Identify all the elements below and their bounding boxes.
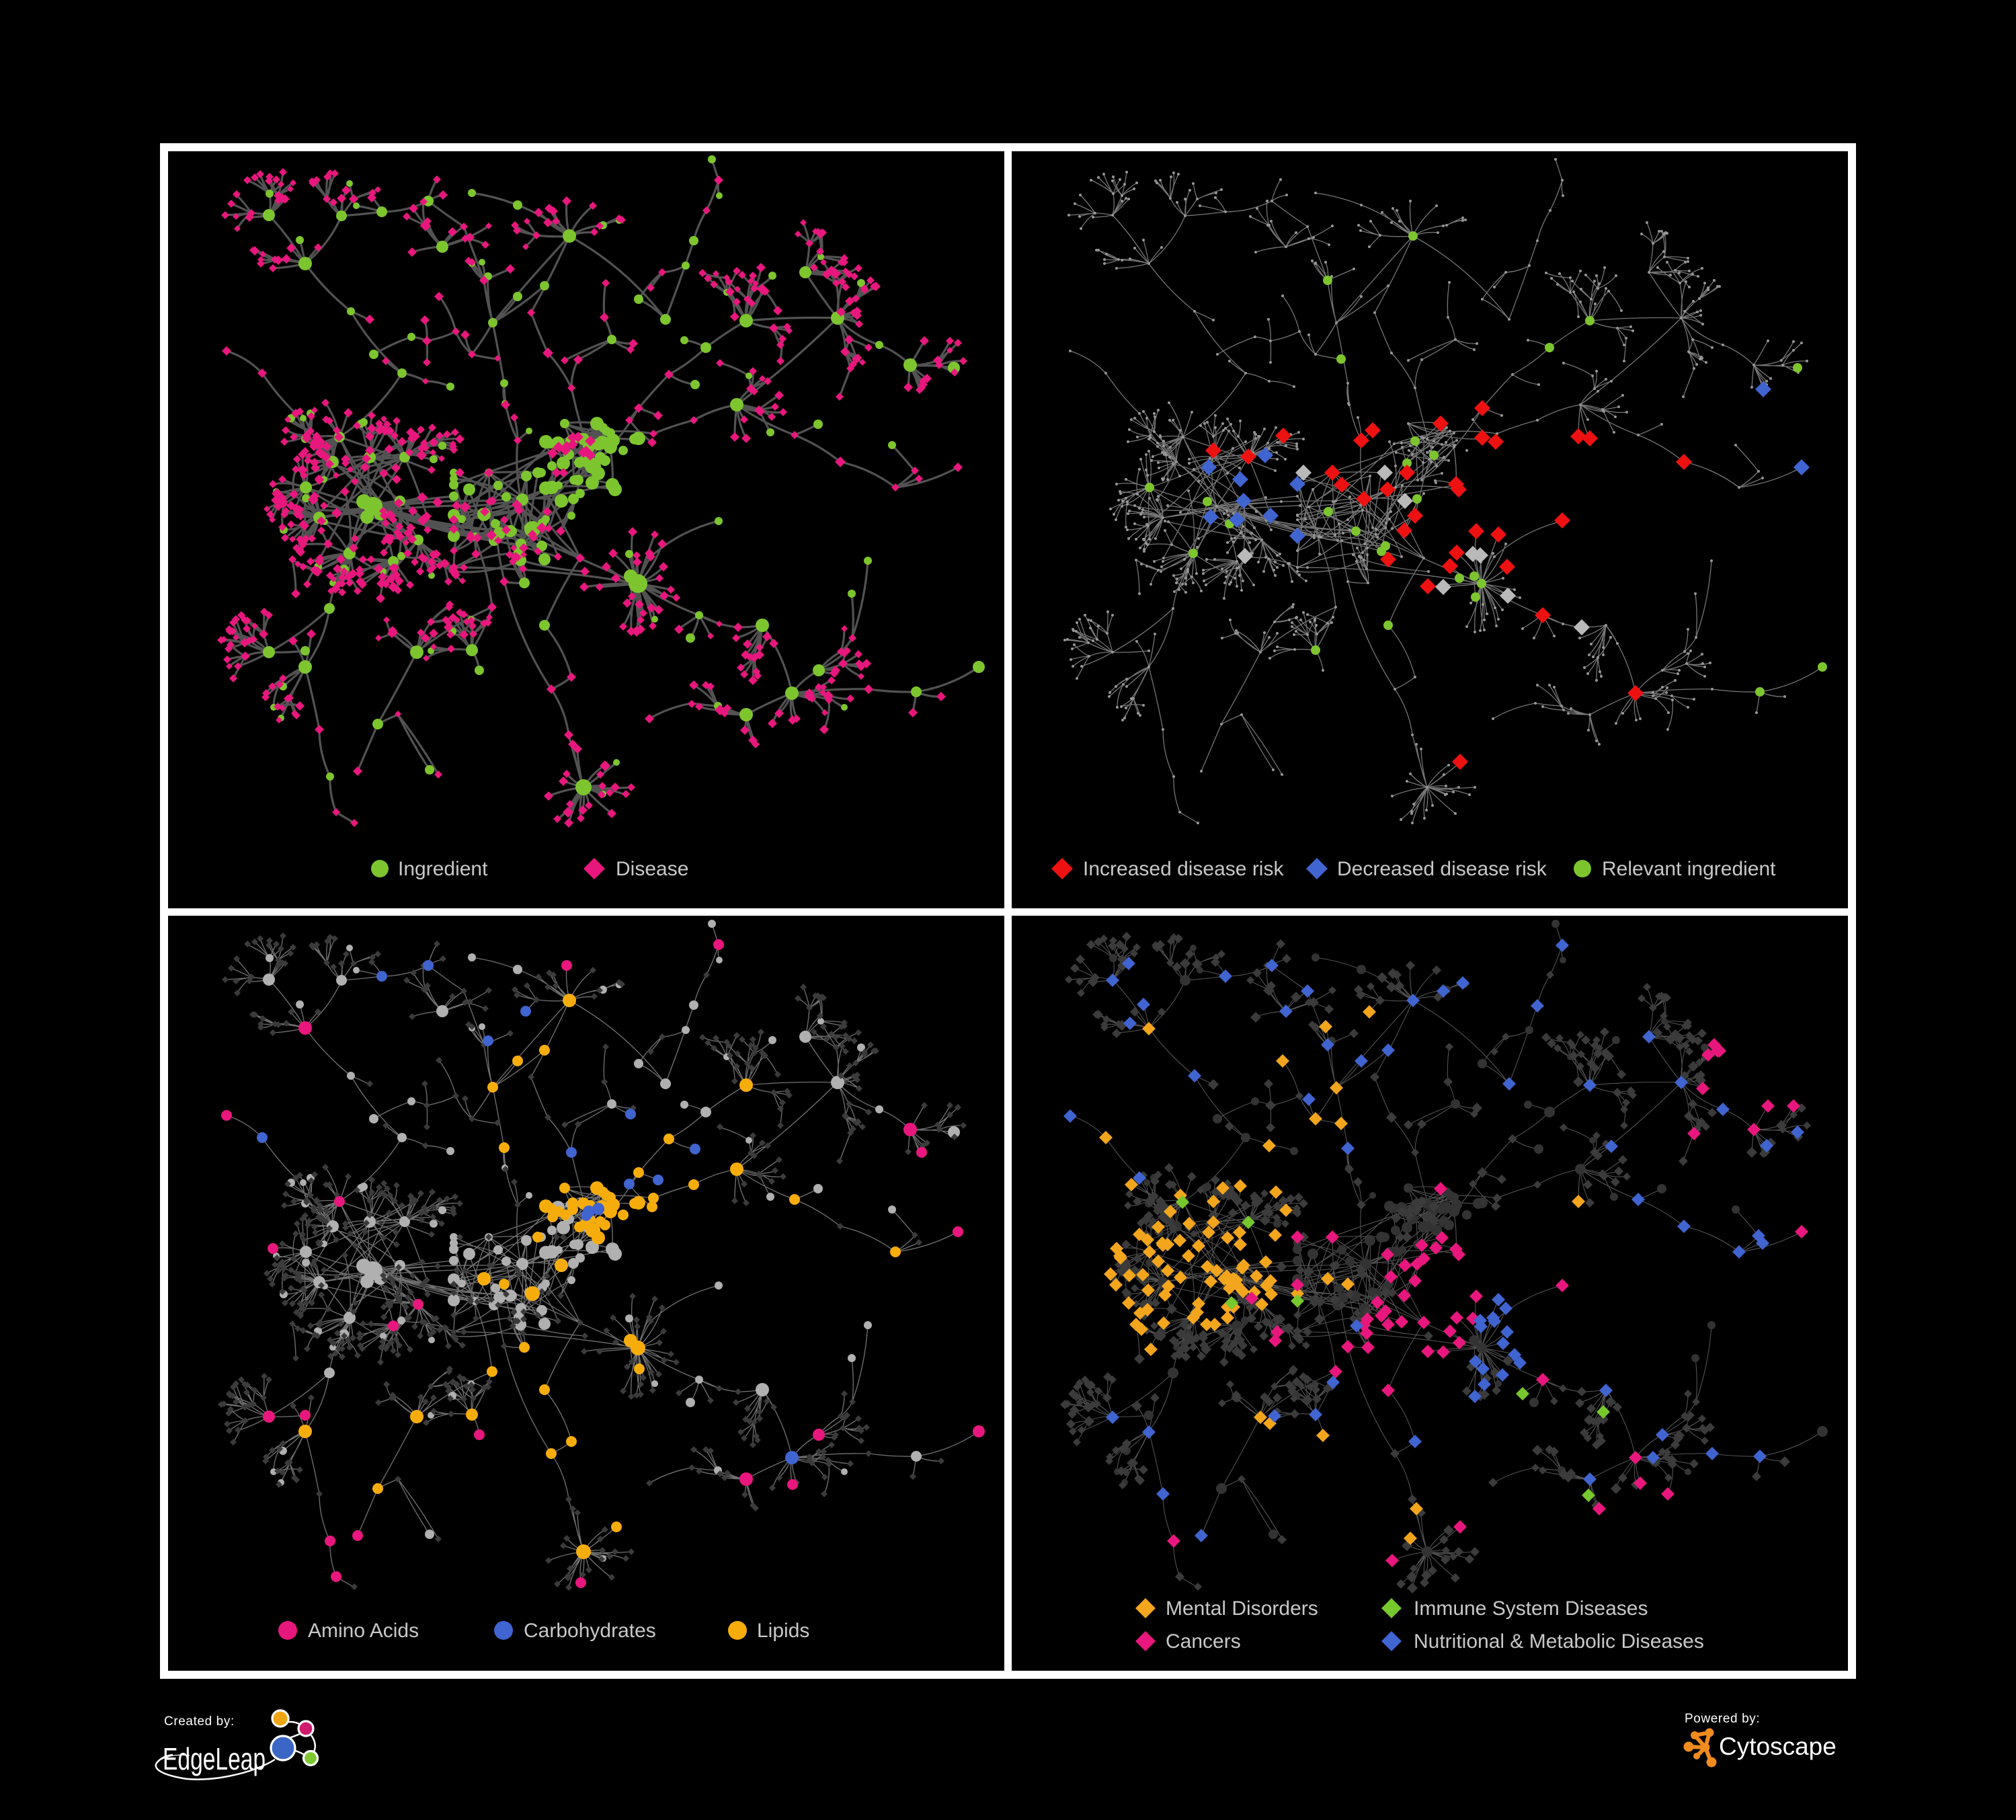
svg-text:Cancers: Cancers — [1166, 1630, 1241, 1653]
svg-text:Immune System Diseases: Immune System Diseases — [1414, 1597, 1648, 1620]
svg-text:Mental Disorders: Mental Disorders — [1166, 1597, 1318, 1620]
svg-text:Disease: Disease — [616, 858, 688, 880]
svg-text:Carbohydrates: Carbohydrates — [524, 1620, 656, 1642]
svg-text:Nutritional & Metabolic Diseas: Nutritional & Metabolic Diseases — [1414, 1630, 1704, 1653]
svg-text:Relevant ingredient: Relevant ingredient — [1602, 858, 1776, 880]
svg-text:Created by:: Created by: — [164, 1714, 235, 1729]
svg-text:Increased disease risk: Increased disease risk — [1083, 858, 1284, 880]
svg-text:Decreased disease risk: Decreased disease risk — [1337, 858, 1547, 880]
svg-text:Ingredient: Ingredient — [398, 858, 488, 880]
svg-text:Powered by:: Powered by: — [1685, 1712, 1760, 1726]
svg-text:Amino Acids: Amino Acids — [308, 1620, 419, 1642]
svg-text:Lipids: Lipids — [757, 1620, 809, 1642]
svg-text:Cytoscape: Cytoscape — [1719, 1733, 1837, 1760]
